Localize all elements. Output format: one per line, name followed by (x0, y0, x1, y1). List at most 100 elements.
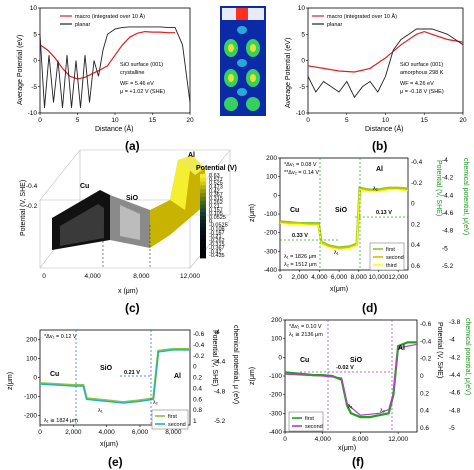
panel-f-series-2 (284, 343, 418, 416)
panel-d-label: (d) (362, 301, 377, 315)
panel-c-colorbar-value: 0.63 (209, 173, 220, 179)
panel-c-ztick-2: -0.2 (26, 203, 38, 210)
panel-e-annotation-4: λ₁ (98, 408, 103, 414)
panel-d-region-sio: SiO (335, 207, 348, 214)
panel-a-annotation-3: WF = 5.46 eV (120, 81, 154, 87)
panel-b-legend-macro: macro (integrated over 10 Å) (327, 13, 397, 20)
panel-e-y2tick-label: 0 (193, 364, 197, 371)
panel-c-region-sio: SiO (126, 195, 139, 202)
panel-b-annotation-2: amorphous 298 K (400, 70, 444, 76)
panel-e-annotation-3: 0.21 V (124, 370, 140, 376)
panel-f-y3tick-label: -4.4 (449, 372, 461, 379)
panel-d-ytick-label: -200 (264, 230, 277, 237)
panel-c-colorbar-swatch (200, 254, 206, 259)
panel-c-region-al: Al (188, 152, 195, 159)
panel-e-ytick-label: 200 (26, 337, 37, 344)
panel-e-y3tick-label: -4.4 (214, 359, 226, 366)
panel-f-y2tick-label: 0.6 (420, 425, 429, 432)
panel-d-region-cu: Cu (290, 207, 299, 214)
panel-f-annotation-4: λ₁ (348, 404, 353, 410)
panel-e-y2label: Potential (V, SHE) (211, 330, 218, 386)
panel-f-y3label: chemical potential, μ(eV) (464, 318, 471, 395)
panel-c: Cu SiO Al Potential (V, SHE) x (μm) 0 4,0… (20, 149, 237, 315)
panel-f-legend-entry: second (305, 424, 323, 430)
panel-a-series-2 (39, 26, 191, 108)
panel-c-colorbar-swatch (200, 174, 206, 179)
panel-f-xtick-label: 8,000 (352, 436, 369, 443)
panel-f-ytick-label: -400 (269, 429, 282, 436)
panel-a-xtick-label: 5 (76, 117, 80, 124)
panel-e-region-sio: SiO (100, 365, 113, 372)
panel-c-colorbar-value: -0.157 (209, 230, 225, 236)
panel-b-xlabel: Distance (Å) (365, 124, 404, 133)
panel-c-colorbar-swatch (200, 196, 206, 202)
panel-b: Average Potential (eV) Distance (Å) -10 -… (285, 5, 467, 153)
panel-c-colorbar-value: 0 (209, 219, 212, 225)
panel-b-xtick-label: 5 (345, 117, 349, 124)
panel-f-legend-entry: first (305, 416, 314, 422)
panel-c-xtick-label: 8,000 (133, 273, 150, 280)
panel-e-ylabel: z(μm) (7, 372, 14, 390)
panel-a-ylabel: Average Potential (eV) (17, 35, 24, 105)
panel-a-annotation-4: μ = +1.02 V (SHE) (120, 89, 165, 95)
panel-c-colorbar-swatch (200, 200, 206, 205)
panel-f-ytick-label: -200 (269, 392, 282, 399)
panel-c-colorbar-value: -0.435 (209, 253, 225, 259)
panel-f-y3tick-label: -4.6 (449, 390, 461, 397)
panel-e-ytick-label: -200 (24, 413, 37, 420)
panel-c-colorbar-value: 0.525 (209, 181, 223, 187)
panel-f-annotation-2: λ₁ ≅ 2136 μm (289, 332, 323, 338)
panel-b-xtick-label: 0 (306, 117, 310, 124)
panel-f-ytick-label: 100 (271, 336, 282, 343)
panel-c-colorbar-swatch (200, 177, 206, 183)
panel-f-y2label: Potential (V, SHE) (436, 322, 443, 378)
panel-c-colorbar-swatch (200, 185, 206, 190)
panel-d-annotation-4: λ₂ = 1512 μm (284, 262, 317, 268)
panel-e-annotation-2: λ₁ ≅ 1824 μm (44, 418, 78, 424)
panel-c-colorbar-value: 0.21 (209, 204, 220, 210)
panel-e-region-cu: Cu (50, 371, 59, 378)
panel-e-y2tick-label: 0.2 (193, 375, 202, 382)
panel-d-annotation-2: **Δv₂ = 0.14 V (284, 170, 319, 176)
panel-a-xtick-label: 10 (111, 117, 119, 124)
panel-d-ytick-label: -300 (264, 248, 277, 255)
panel-b-ylabel: Average Potential (eV) (285, 38, 292, 108)
panel-d-y3tick-label: -4.2 (442, 175, 454, 182)
panel-d-y2tick-label: 0.4 (411, 242, 420, 249)
panel-d-y2tick-label: 0 (411, 201, 415, 208)
panel-c-colorbar-swatch (200, 223, 206, 228)
panel-f-annotation-3: -0.02 V (336, 365, 354, 371)
panel-f-ylabel: z(μm) (249, 367, 256, 385)
panel-f-y2tick-label: 0 (420, 373, 424, 380)
panel-b-xtick-label: 10 (382, 117, 390, 124)
panel-d-xtick-label: 2,000 (292, 274, 309, 281)
panel-c-colorbar-swatch (200, 250, 206, 255)
panel-d-ytick-label: -100 (264, 211, 277, 218)
panel-e-y2tick-label: -0.2 (193, 353, 205, 360)
panel-e-y3label: chemical potential, μ (eV) (232, 325, 239, 404)
panel-d-legend-entry: first (386, 247, 395, 253)
panel-d-y2label: Potential (V, SHE) (435, 160, 442, 216)
panel-f-ytick-label: -300 (269, 410, 282, 417)
panel-a-xtick-label: 20 (186, 117, 194, 124)
panel-d-y2tick-label: -0.4 (411, 159, 423, 166)
panel-d-ytick-label: 200 (266, 155, 277, 162)
panel-c-colorbar-value: 0.0525 (209, 215, 226, 221)
panel-d-xtick-label: 12,000 (388, 274, 408, 281)
panel-c-colorbar-swatch (200, 242, 206, 247)
panel-d-annotation-1: *Δv₁ = 0.08 V (284, 162, 317, 168)
panel-c-colorbar-value: -0.367 (209, 246, 225, 252)
panel-a-ytick-label: -10 (28, 110, 38, 117)
panel-f-y2tick-label: -0.2 (420, 356, 432, 363)
panel-f: z(μm) x(μm) Potential (V, SHE) chemical … (249, 317, 471, 469)
panel-c-xtick-label: 0 (42, 273, 46, 280)
panel-e-xtick-label: 0 (38, 429, 42, 436)
panel-d-annotation-8: λ₂ (373, 186, 378, 192)
panel-c-colorbar-value: -0.315 (209, 242, 225, 248)
panel-a-inset-density-map (220, 6, 266, 116)
panel-e-series-2 (39, 349, 190, 404)
panel-f-y2tick-label: 0.2 (420, 390, 429, 397)
panel-c-colorbar-swatch (200, 246, 206, 251)
panel-b-ytick-label: -5 (299, 84, 305, 91)
panel-c-colorbar-swatch (200, 231, 206, 236)
